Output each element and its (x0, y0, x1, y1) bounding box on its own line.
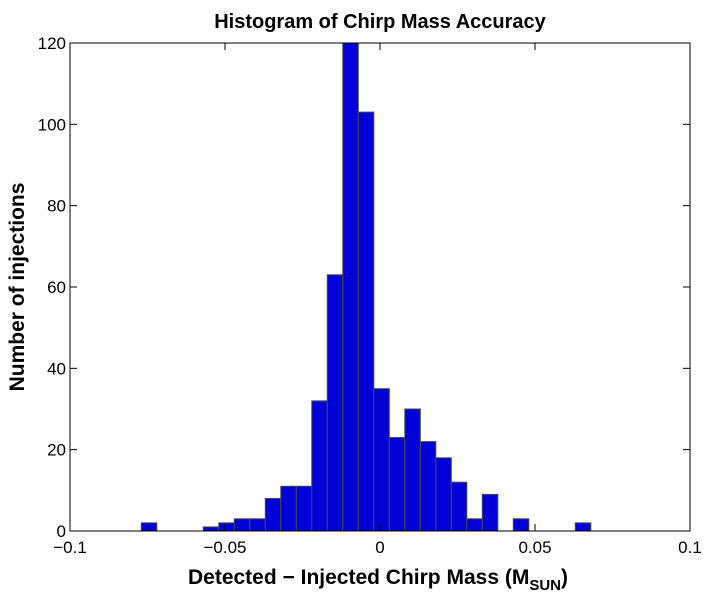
x-axis-label-subscript: SUN (529, 577, 561, 594)
histogram-bar-14 (404, 408, 421, 532)
histogram-bar-10 (342, 42, 359, 532)
bars-group (140, 42, 592, 532)
x-axis: −0.1 −0.05 0 0.05 0.1 (53, 43, 702, 557)
histogram-bar-2 (218, 522, 235, 532)
histogram-bar-15 (419, 441, 437, 532)
y-tick-label: 100 (38, 115, 66, 134)
histogram-bar-9 (326, 274, 344, 532)
x-tick-label: −0.1 (53, 538, 87, 557)
histogram-bar-6 (280, 485, 297, 532)
x-axis-label: Detected − Injected Chirp Mass (MSUN) (188, 566, 568, 594)
histogram-bar-3 (233, 518, 251, 532)
chart-title: Histogram of Chirp Mass Accuracy (214, 11, 546, 33)
x-tick-label: −0.05 (203, 538, 246, 557)
histogram-bar-11 (357, 111, 375, 532)
histogram-bar-4 (249, 518, 266, 532)
histogram-bar-16 (435, 457, 452, 532)
y-tick-label: 0 (57, 522, 66, 541)
y-axis: 0 20 40 60 80 100 120 (38, 34, 690, 541)
y-tick-label: 80 (47, 197, 66, 216)
histogram-bar-0 (140, 522, 158, 532)
histogram-bar-21 (574, 522, 592, 532)
x-tick-label: 0.05 (518, 538, 551, 557)
histogram-bar-1 (202, 526, 220, 532)
histogram-bar-20 (512, 518, 530, 532)
histogram-bar-5 (264, 497, 282, 532)
y-tick-label: 120 (38, 34, 66, 53)
x-tick-label: 0.1 (678, 538, 702, 557)
histogram-bar-17 (450, 481, 468, 532)
x-axis-label-main: Detected − Injected Chirp Mass (M (188, 566, 529, 589)
histogram-bar-18 (466, 518, 483, 532)
histogram-bar-8 (311, 400, 328, 532)
x-axis-label-suffix: ) (561, 566, 568, 589)
x-tick-label: 0 (375, 538, 384, 557)
y-axis-label: Number of injections (6, 183, 29, 392)
histogram-bar-12 (373, 388, 390, 532)
y-tick-label: 20 (47, 441, 66, 460)
histogram-bar-13 (388, 436, 406, 532)
histogram-bar-7 (295, 485, 313, 532)
y-tick-label: 40 (47, 359, 66, 378)
y-tick-label: 60 (47, 278, 66, 297)
histogram-bar-19 (481, 493, 499, 532)
